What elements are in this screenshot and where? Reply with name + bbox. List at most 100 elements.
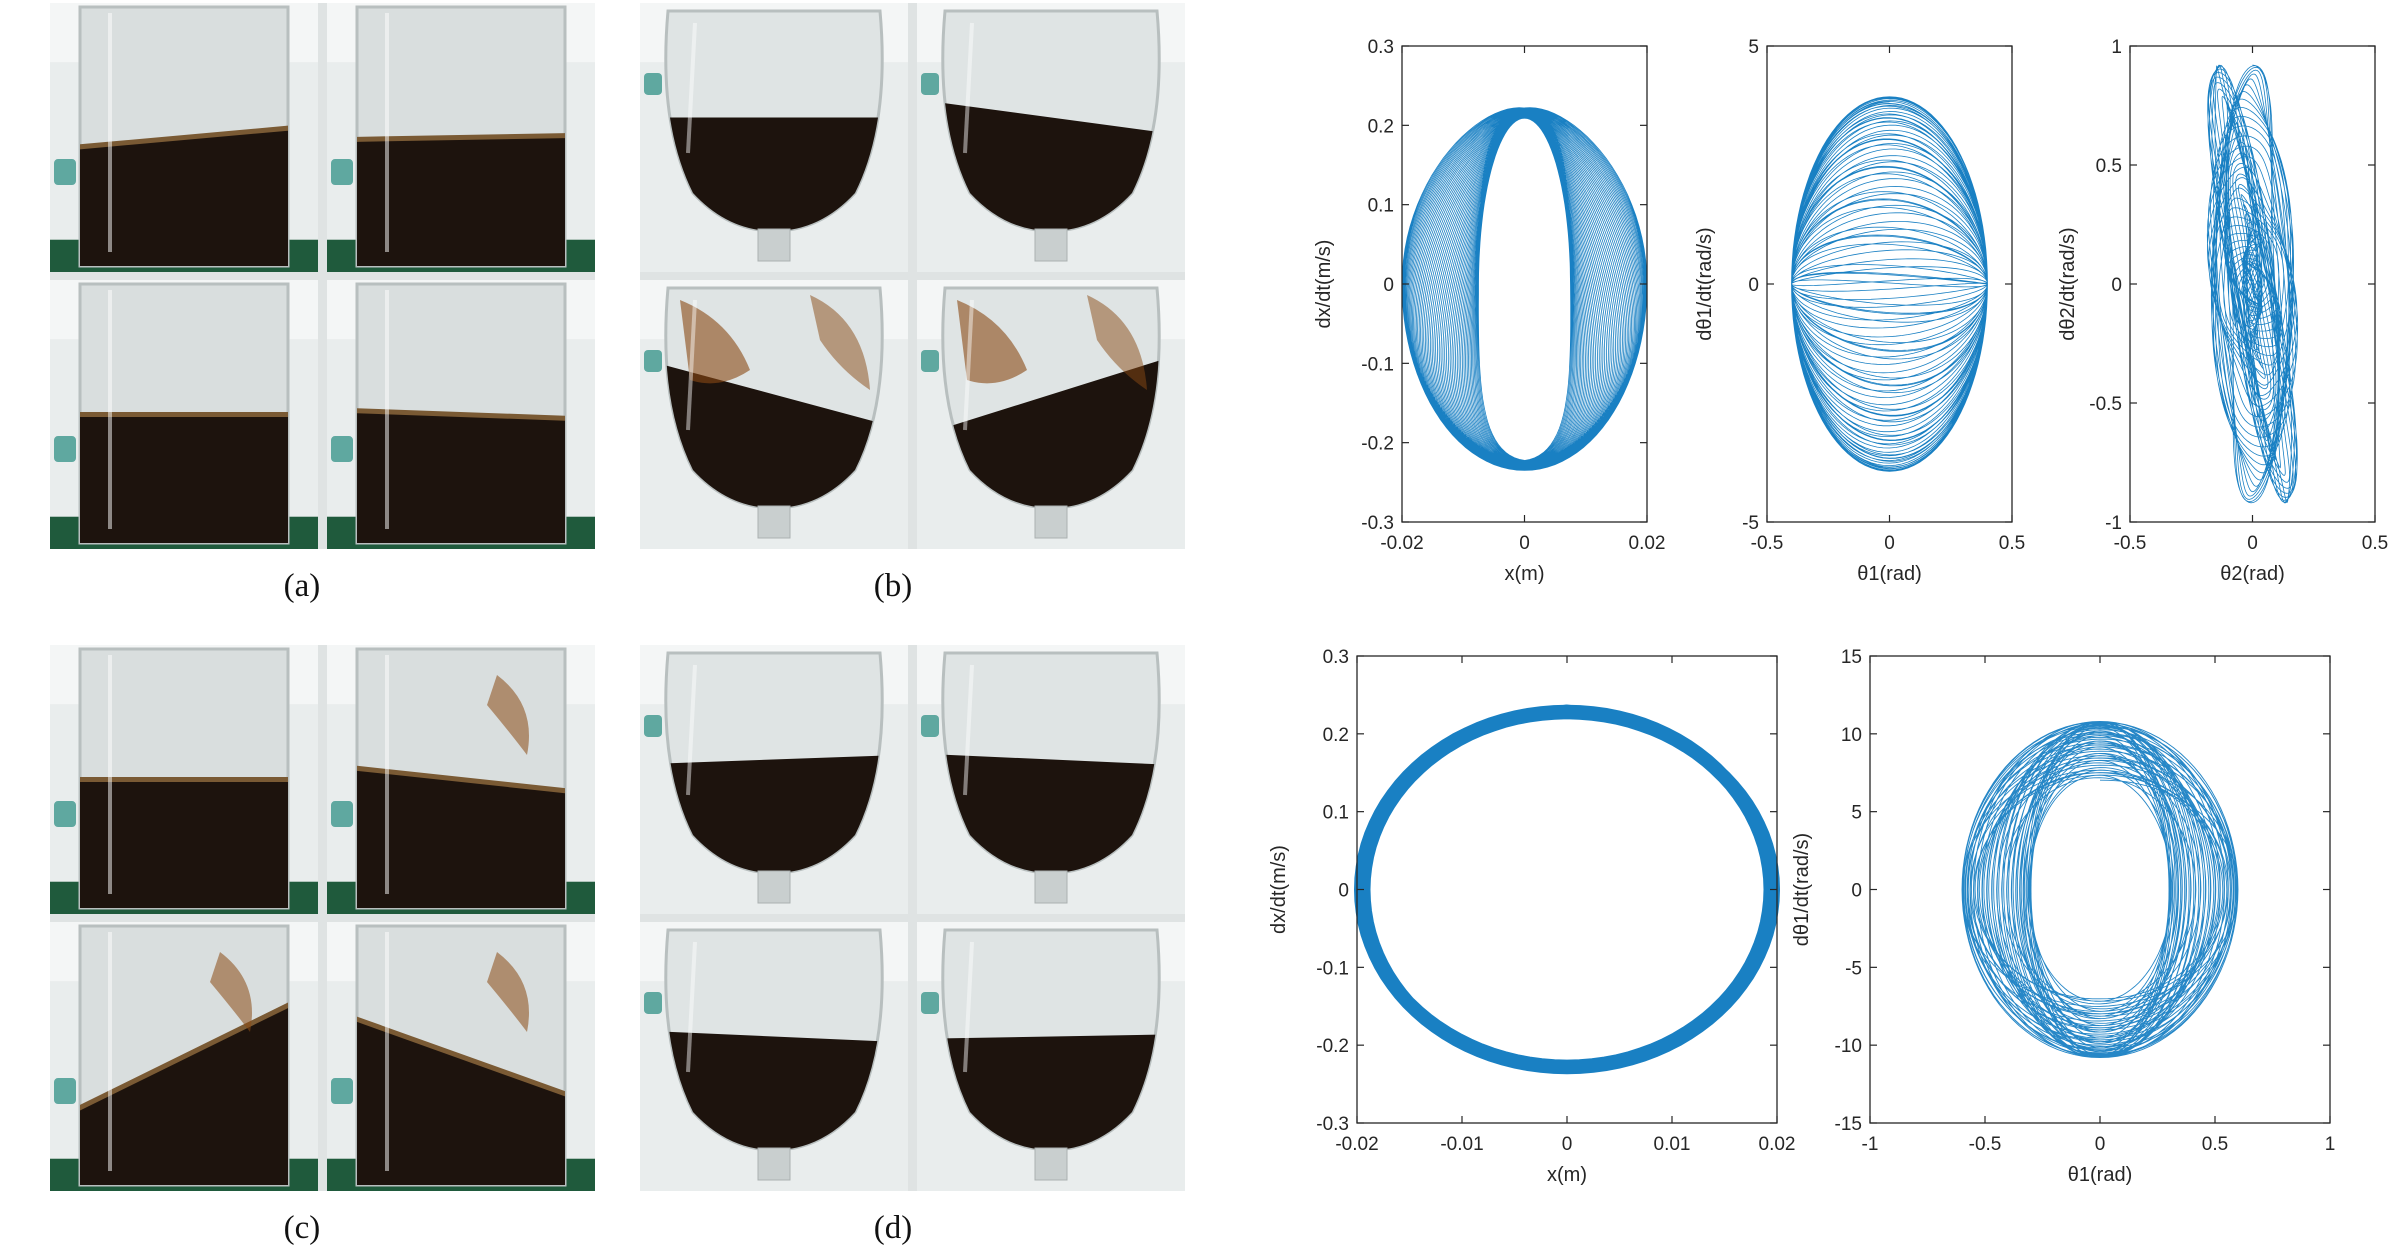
y-tick-label: -0.3 (1316, 1114, 1349, 1135)
x-tick-label: 0 (1519, 533, 1530, 554)
x-tick-label: -0.5 (1969, 1134, 2002, 1155)
y-axis-label: dθ2/dt(rad/s) (2057, 227, 2079, 340)
y-tick-label: 15 (1841, 647, 1862, 668)
x-tick-label: 0 (2095, 1134, 2106, 1155)
vessel-photo (327, 645, 595, 914)
photo-frame (327, 922, 595, 1191)
y-tick-label: -0.1 (1316, 958, 1349, 979)
y-tick-label: -0.3 (1361, 513, 1394, 534)
x-tick-label: 0 (1884, 533, 1895, 554)
x-tick-label: -0.02 (1380, 533, 1423, 554)
x-axis-label: θ2(rad) (2220, 563, 2284, 585)
y-tick-label: -5 (1845, 958, 1862, 979)
y-tick-label: 0 (1748, 275, 1759, 296)
vessel-photo (50, 3, 318, 272)
photo-frame (917, 280, 1185, 549)
phase-trajectory (1353, 704, 1781, 1075)
x-tick-label: -0.5 (2114, 533, 2147, 554)
photo-frame (327, 3, 595, 272)
caption-a: (a) (283, 568, 321, 604)
y-tick-label: 0.2 (1323, 725, 1349, 746)
y-tick-label: -0.2 (1316, 1036, 1349, 1057)
y-tick-label: -15 (1835, 1114, 1862, 1135)
y-tick-label: 10 (1841, 725, 1862, 746)
caption-c: (c) (283, 1210, 321, 1246)
x-tick-label: 0.02 (1759, 1134, 1796, 1155)
vessel-photo (50, 280, 318, 549)
y-axis-label: dθ1/dt(rad/s) (1791, 833, 1813, 946)
y-tick-label: 1 (2111, 37, 2122, 58)
chart-top-1: -0.02 0 0.02 -0.3 -0.2 -0.1 0 0.1 0.2 0.3 x(m) dx/d… (1313, 37, 1665, 585)
photo-frame (50, 645, 318, 914)
x-tick-label: 0 (2247, 533, 2258, 554)
vessel-photo (327, 922, 595, 1191)
vessel-photo (327, 3, 595, 272)
photo-frame (327, 280, 595, 549)
y-tick-label: 0.5 (2096, 156, 2122, 177)
vessel-photo (50, 645, 318, 914)
axes-box (1356, 655, 1778, 1124)
y-tick-label: 0 (1338, 881, 1349, 902)
phase-trajectory (1791, 96, 1988, 472)
photo-panel-a (50, 3, 595, 549)
photo-frame (50, 922, 318, 1191)
vessel-photo (917, 280, 1185, 549)
x-tick-label: 0.5 (1999, 533, 2025, 554)
photo-frame (640, 280, 908, 549)
chart-bottom-1: -0.02 -0.01 0 0.01 0.02 -0.3 -0.2 -0.1 0 0.1 0.2 0.… (1268, 647, 1795, 1186)
vessel-photo (640, 3, 908, 272)
x-axis-label: θ1(rad) (1857, 563, 1921, 585)
y-tick-label: 0.1 (1368, 196, 1394, 217)
x-tick-label: 0 (1562, 1134, 1573, 1155)
y-tick-label: 0 (1383, 275, 1394, 296)
phase-trajectory (2206, 64, 2299, 504)
chart-bottom-2: -1 -0.5 0 0.5 1 -15 -10 -5 0 5 10 15 θ1(rad) dθ1/dt(r… (1791, 647, 2335, 1186)
y-tick-label: 5 (1851, 803, 1862, 824)
x-tick-label: 1 (2325, 1134, 2336, 1155)
photo-frame (640, 645, 908, 914)
vessel-photo (640, 922, 908, 1191)
x-tick-label: 0.5 (2362, 533, 2388, 554)
y-tick-label: -0.2 (1361, 434, 1394, 455)
x-tick-label: -0.02 (1335, 1134, 1378, 1155)
y-tick-label: 0.3 (1368, 37, 1394, 58)
caption-d: (d) (873, 1210, 913, 1246)
vessel-photo (327, 280, 595, 549)
y-axis-label: dx/dt(m/s) (1268, 845, 1290, 934)
y-tick-label: -5 (1742, 513, 1759, 534)
vessel-photo (640, 645, 908, 914)
photo-frame (50, 3, 318, 272)
photo-frame (327, 645, 595, 914)
x-tick-label: 0.5 (2202, 1134, 2228, 1155)
photo-panel-d (640, 645, 1185, 1191)
photo-frame (640, 3, 908, 272)
y-tick-label: -0.1 (1361, 354, 1394, 375)
x-axis-label: x(m) (1505, 563, 1545, 585)
phase-trajectory (1961, 720, 2239, 1059)
x-tick-label: 0.02 (1629, 533, 1666, 554)
x-axis-label: θ1(rad) (2068, 1164, 2132, 1186)
x-tick-label: -1 (1862, 1134, 1879, 1155)
photo-frame (917, 3, 1185, 272)
photo-panel-c (50, 645, 595, 1191)
vessel-photo (917, 3, 1185, 272)
x-axis-label: x(m) (1547, 1164, 1587, 1186)
y-tick-label: -0.5 (2089, 394, 2122, 415)
vessel-photo (917, 922, 1185, 1191)
photo-frame (50, 280, 318, 549)
chart-top-2: -0.5 0 0.5 -5 0 5 θ1(rad) dθ1/dt(rad/s) (1694, 37, 2025, 585)
vessel-photo (917, 645, 1185, 914)
vessel-photo (640, 280, 908, 549)
photo-frame (640, 922, 908, 1191)
x-tick-label: -0.01 (1440, 1134, 1483, 1155)
y-axis-label: dθ1/dt(rad/s) (1694, 227, 1716, 340)
y-tick-label: 0.3 (1323, 647, 1349, 668)
vessel-photo (50, 922, 318, 1191)
y-tick-label: 0 (2111, 275, 2122, 296)
photo-frame (917, 922, 1185, 1191)
photo-panel-b (640, 3, 1185, 549)
phase-trajectory (1401, 107, 1648, 471)
y-tick-label: 5 (1748, 37, 1759, 58)
y-tick-label: -1 (2105, 513, 2122, 534)
